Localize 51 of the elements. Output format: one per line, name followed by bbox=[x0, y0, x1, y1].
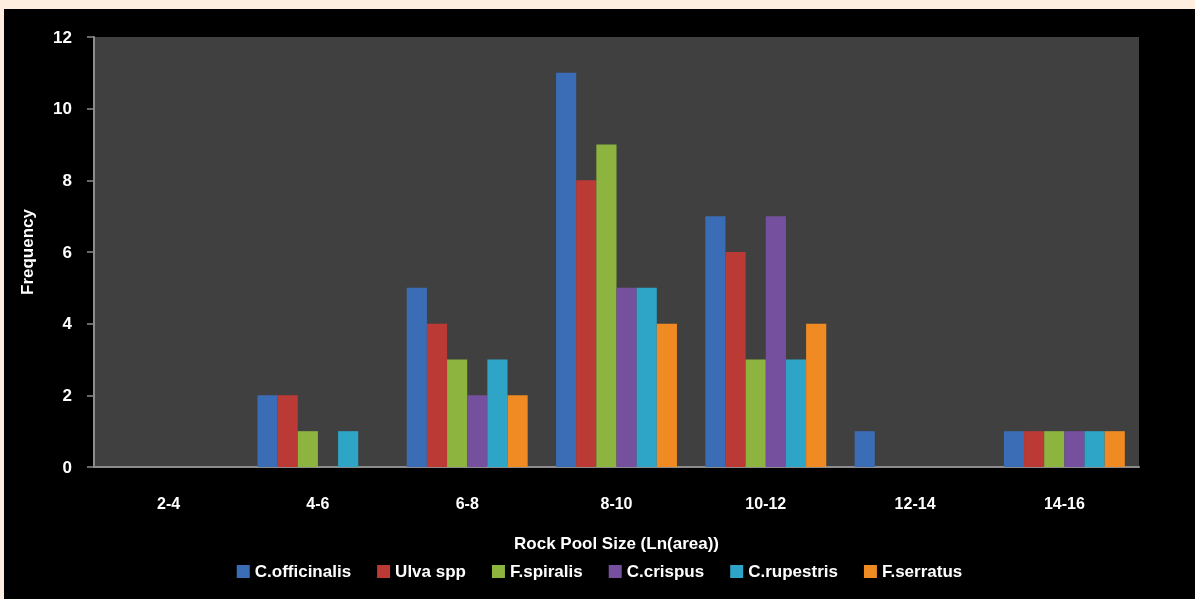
x-tick-label: 4-6 bbox=[306, 494, 330, 512]
bar bbox=[1084, 431, 1105, 467]
legend-label: F.spiralis bbox=[509, 562, 583, 581]
y-tick-label: 8 bbox=[62, 170, 72, 190]
bar bbox=[806, 323, 827, 467]
bar bbox=[467, 395, 488, 467]
bar bbox=[406, 287, 427, 467]
bar bbox=[576, 180, 597, 467]
x-tick-label: 14-16 bbox=[1043, 494, 1085, 512]
legend-label: C.officinalis bbox=[254, 562, 352, 581]
bar bbox=[725, 252, 746, 467]
bar bbox=[1024, 431, 1045, 467]
y-tick-label: 6 bbox=[62, 242, 72, 262]
y-tick-label: 12 bbox=[53, 27, 72, 47]
bar bbox=[1044, 431, 1065, 467]
bar bbox=[1104, 431, 1125, 467]
bar bbox=[338, 431, 359, 467]
y-tick-label: 0 bbox=[62, 457, 72, 477]
y-tick-label: 2 bbox=[62, 385, 72, 405]
x-tick-label: 10-12 bbox=[745, 494, 787, 512]
bar bbox=[596, 144, 617, 467]
bar bbox=[556, 72, 577, 467]
bar bbox=[636, 287, 657, 467]
bar bbox=[507, 395, 528, 467]
bar bbox=[257, 395, 278, 467]
legend-label: C.crispus bbox=[626, 562, 705, 581]
legend-label: C.rupestris bbox=[748, 562, 838, 581]
x-tick-label: 2-4 bbox=[157, 494, 181, 512]
bar bbox=[447, 359, 468, 467]
bar bbox=[705, 216, 726, 467]
bar bbox=[1003, 431, 1025, 467]
bar bbox=[426, 323, 448, 467]
bar bbox=[277, 395, 298, 467]
bar bbox=[854, 431, 875, 467]
legend-label: F.serratus bbox=[881, 562, 963, 581]
x-tick-label: 8-10 bbox=[600, 494, 633, 512]
legend-label: Ulva spp bbox=[395, 562, 466, 581]
bar bbox=[765, 216, 786, 467]
y-tick-label: 10 bbox=[53, 99, 72, 119]
x-axis-title: Rock Pool Size (Ln(area)) bbox=[514, 534, 719, 553]
x-tick-label: 6-8 bbox=[455, 494, 479, 512]
y-axis-title: Frequency bbox=[18, 208, 37, 295]
bar bbox=[616, 287, 637, 467]
bar bbox=[745, 359, 766, 467]
bar bbox=[297, 431, 318, 467]
bar bbox=[1064, 431, 1085, 467]
x-tick-label: 12-14 bbox=[894, 494, 936, 512]
bar bbox=[785, 359, 807, 467]
bar bbox=[656, 323, 677, 467]
y-tick-label: 4 bbox=[62, 314, 73, 334]
bar bbox=[487, 359, 508, 467]
